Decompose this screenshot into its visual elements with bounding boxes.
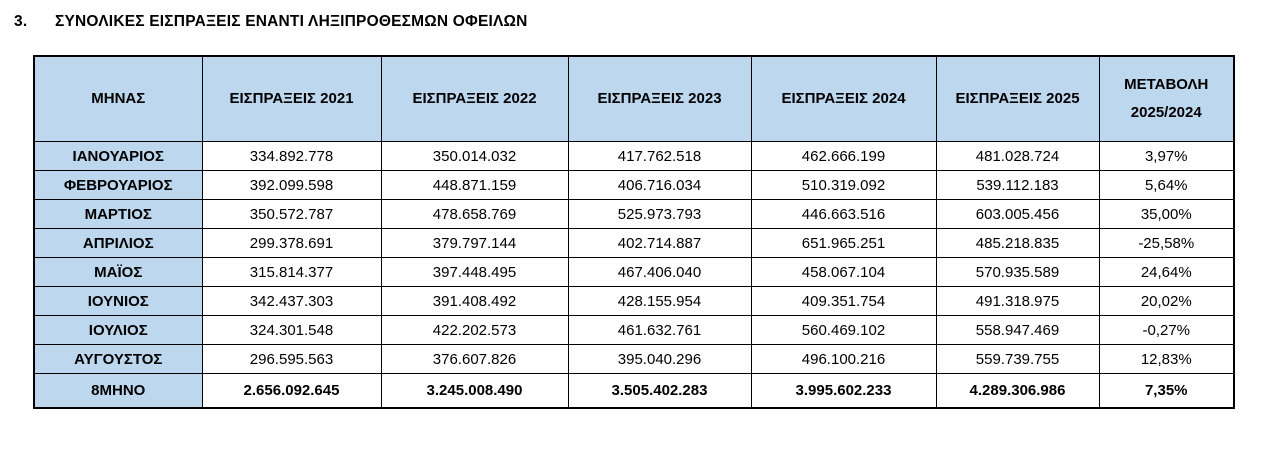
value-cell-2025: 570.935.589 bbox=[935, 257, 1100, 287]
change-cell: 20,02% bbox=[1098, 286, 1235, 316]
table-row: ΙΟΥΝΙΟΣ 342.437.303 391.408.492 428.155.954… bbox=[33, 286, 1235, 316]
value-cell-2025: 491.318.975 bbox=[935, 286, 1100, 316]
value-cell-2023: 395.040.296 bbox=[567, 344, 752, 374]
month-cell: ΦΕΒΡΟΥΑΡΙΟΣ bbox=[33, 170, 203, 200]
column-header-change: ΜΕΤΑΒΟΛΗ 2025/2024 bbox=[1098, 55, 1235, 142]
total-change: 7,35% bbox=[1098, 373, 1235, 409]
value-cell-2025: 558.947.469 bbox=[935, 315, 1100, 345]
value-cell-2025: 481.028.724 bbox=[935, 141, 1100, 171]
month-cell: ΜΑΡΤΙΟΣ bbox=[33, 199, 203, 229]
value-cell-2023: 417.762.518 bbox=[567, 141, 752, 171]
change-cell: 3,97% bbox=[1098, 141, 1235, 171]
value-cell-2023: 467.406.040 bbox=[567, 257, 752, 287]
change-cell: 35,00% bbox=[1098, 199, 1235, 229]
table-body: ΙΑΝΟΥΑΡΙΟΣ 334.892.778 350.014.032 417.762.… bbox=[33, 141, 1235, 374]
change-cell: 24,64% bbox=[1098, 257, 1235, 287]
table-row: ΜΑΡΤΙΟΣ 350.572.787 478.658.769 525.973.793… bbox=[33, 199, 1235, 229]
total-value-2023: 3.505.402.283 bbox=[567, 373, 752, 409]
value-cell-2023: 402.714.887 bbox=[567, 228, 752, 258]
column-header-2023: ΕΙΣΠΡΑΞΕΙΣ 2023 bbox=[567, 55, 752, 142]
section-title: ΣΥΝΟΛΙΚΕΣ ΕΙΣΠΡΑΞΕΙΣ ΕΝΑΝΤΙ ΛΗΞΙΠΡΟΘΕΣΜΩ… bbox=[55, 13, 528, 30]
collections-table: ΜΗΝΑΣ ΕΙΣΠΡΑΞΕΙΣ 2021 ΕΙΣΠΡΑΞΕΙΣ 2022 ΕΙ… bbox=[33, 55, 1235, 409]
value-cell-2022: 448.871.159 bbox=[380, 170, 569, 200]
value-cell-2021: 315.814.377 bbox=[201, 257, 382, 287]
table-row: ΦΕΒΡΟΥΑΡΙΟΣ 392.099.598 448.871.159 406.716… bbox=[33, 170, 1235, 200]
month-cell: ΑΥΓΟΥΣΤΟΣ bbox=[33, 344, 203, 374]
value-cell-2023: 428.155.954 bbox=[567, 286, 752, 316]
change-cell: -25,58% bbox=[1098, 228, 1235, 258]
table-row: ΑΠΡΙΛΙΟΣ 299.378.691 379.797.144 402.714.88… bbox=[33, 228, 1235, 258]
change-cell: 5,64% bbox=[1098, 170, 1235, 200]
value-cell-2021: 342.437.303 bbox=[201, 286, 382, 316]
value-cell-2025: 485.218.835 bbox=[935, 228, 1100, 258]
table-row: ΙΑΝΟΥΑΡΙΟΣ 334.892.778 350.014.032 417.762.… bbox=[33, 141, 1235, 171]
column-header-2025: ΕΙΣΠΡΑΞΕΙΣ 2025 bbox=[935, 55, 1100, 142]
section-number: 3. bbox=[14, 13, 28, 30]
value-cell-2024: 496.100.216 bbox=[750, 344, 937, 374]
value-cell-2024: 651.965.251 bbox=[750, 228, 937, 258]
change-cell: -0,27% bbox=[1098, 315, 1235, 345]
value-cell-2024: 560.469.102 bbox=[750, 315, 937, 345]
month-cell: ΙΑΝΟΥΑΡΙΟΣ bbox=[33, 141, 203, 171]
month-cell: ΑΠΡΙΛΙΟΣ bbox=[33, 228, 203, 258]
total-value-2022: 3.245.008.490 bbox=[380, 373, 569, 409]
value-cell-2024: 458.067.104 bbox=[750, 257, 937, 287]
value-cell-2023: 406.716.034 bbox=[567, 170, 752, 200]
total-value-2021: 2.656.092.645 bbox=[201, 373, 382, 409]
value-cell-2022: 379.797.144 bbox=[380, 228, 569, 258]
total-label: 8ΜΗΝΟ bbox=[33, 373, 203, 409]
value-cell-2025: 539.112.183 bbox=[935, 170, 1100, 200]
change-cell: 12,83% bbox=[1098, 344, 1235, 374]
value-cell-2021: 296.595.563 bbox=[201, 344, 382, 374]
section-heading: 3. ΣΥΝΟΛΙΚΕΣ ΕΙΣΠΡΑΞΕΙΣ ΕΝΑΝΤΙ ΛΗΞΙΠΡΟΘΕ… bbox=[14, 13, 1266, 31]
value-cell-2022: 350.014.032 bbox=[380, 141, 569, 171]
total-row: 8ΜΗΝΟ 2.656.092.645 3.245.008.490 3.505.… bbox=[33, 373, 1235, 409]
value-cell-2024: 409.351.754 bbox=[750, 286, 937, 316]
value-cell-2021: 350.572.787 bbox=[201, 199, 382, 229]
month-cell: ΙΟΥΝΙΟΣ bbox=[33, 286, 203, 316]
value-cell-2022: 397.448.495 bbox=[380, 257, 569, 287]
value-cell-2021: 392.099.598 bbox=[201, 170, 382, 200]
value-cell-2022: 376.607.826 bbox=[380, 344, 569, 374]
value-cell-2025: 559.739.755 bbox=[935, 344, 1100, 374]
column-header-month: ΜΗΝΑΣ bbox=[33, 55, 203, 142]
month-cell: ΙΟΥΛΙΟΣ bbox=[33, 315, 203, 345]
total-value-2024: 3.995.602.233 bbox=[750, 373, 937, 409]
value-cell-2021: 299.378.691 bbox=[201, 228, 382, 258]
value-cell-2025: 603.005.456 bbox=[935, 199, 1100, 229]
value-cell-2024: 510.319.092 bbox=[750, 170, 937, 200]
value-cell-2024: 446.663.516 bbox=[750, 199, 937, 229]
table-row: ΙΟΥΛΙΟΣ 324.301.548 422.202.573 461.632.761… bbox=[33, 315, 1235, 345]
total-value-2025: 4.289.306.986 bbox=[935, 373, 1100, 409]
value-cell-2021: 334.892.778 bbox=[201, 141, 382, 171]
column-header-2024: ΕΙΣΠΡΑΞΕΙΣ 2024 bbox=[750, 55, 937, 142]
value-cell-2024: 462.666.199 bbox=[750, 141, 937, 171]
value-cell-2022: 422.202.573 bbox=[380, 315, 569, 345]
value-cell-2022: 391.408.492 bbox=[380, 286, 569, 316]
value-cell-2023: 525.973.793 bbox=[567, 199, 752, 229]
header-row: ΜΗΝΑΣ ΕΙΣΠΡΑΞΕΙΣ 2021 ΕΙΣΠΡΑΞΕΙΣ 2022 ΕΙ… bbox=[33, 55, 1235, 142]
column-header-2022: ΕΙΣΠΡΑΞΕΙΣ 2022 bbox=[380, 55, 569, 142]
table-row: ΑΥΓΟΥΣΤΟΣ 296.595.563 376.607.826 395.040.2… bbox=[33, 344, 1235, 374]
table-row: ΜΑΪΟΣ 315.814.377 397.448.495 467.406.040 45… bbox=[33, 257, 1235, 287]
value-cell-2022: 478.658.769 bbox=[380, 199, 569, 229]
value-cell-2021: 324.301.548 bbox=[201, 315, 382, 345]
value-cell-2023: 461.632.761 bbox=[567, 315, 752, 345]
column-header-2021: ΕΙΣΠΡΑΞΕΙΣ 2021 bbox=[201, 55, 382, 142]
month-cell: ΜΑΪΟΣ bbox=[33, 257, 203, 287]
